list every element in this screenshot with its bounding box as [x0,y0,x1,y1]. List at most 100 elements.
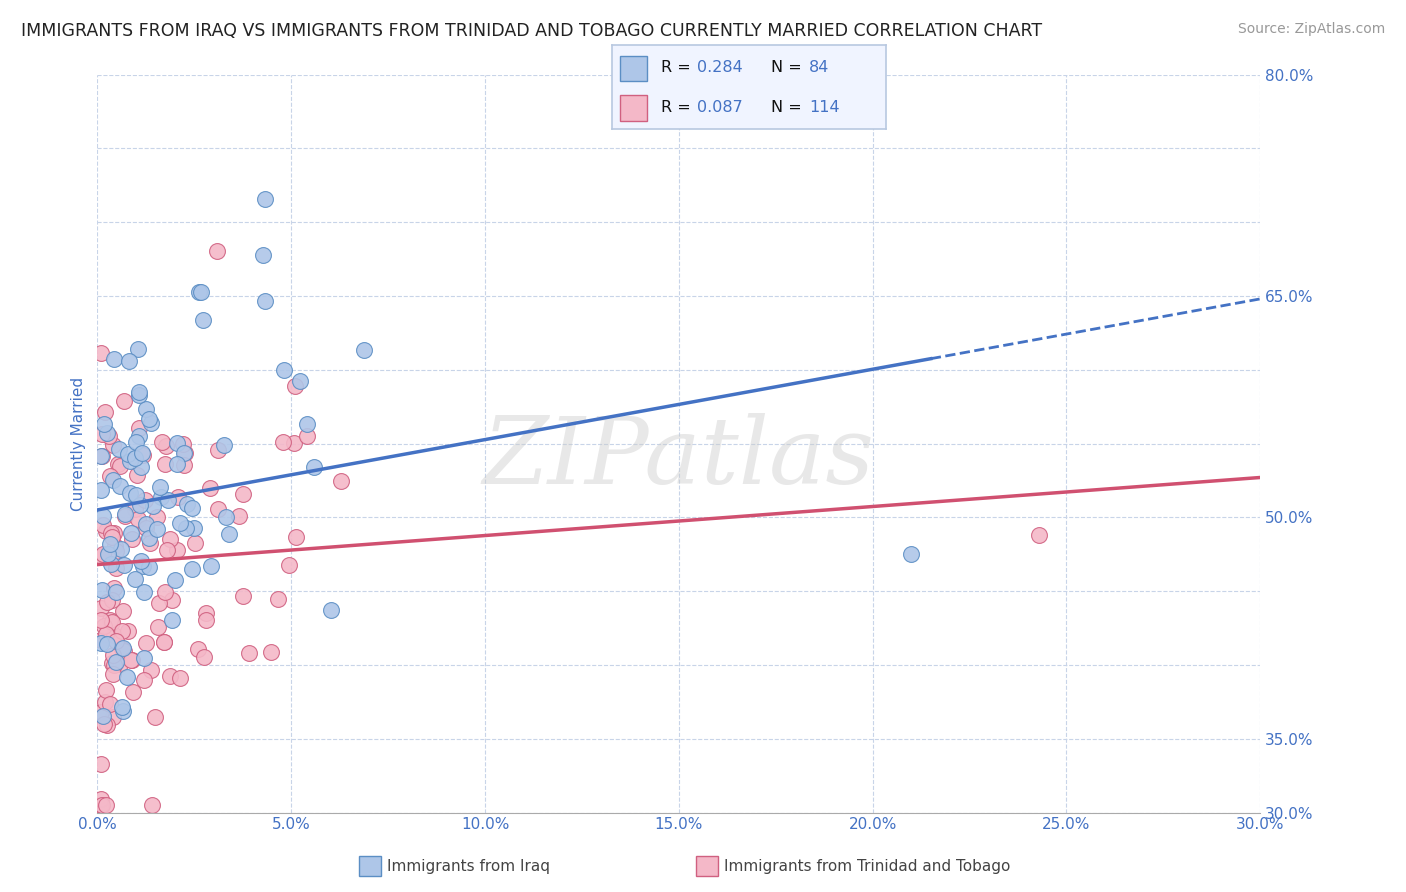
Point [188,285,211,300]
Y-axis label: Currently Married: Currently Married [72,376,86,510]
Text: N =: N = [770,100,807,115]
Point [304,460,326,475]
Point [101,530,124,544]
Point [124,450,146,465]
Point [173,458,195,472]
Point [93,417,115,432]
Text: 0.284: 0.284 [696,60,742,75]
Point [105,655,128,669]
Point [90,635,112,649]
Point [1028,528,1050,542]
Point [104,584,127,599]
Point [273,363,295,377]
Point [135,517,157,532]
Point [108,442,131,456]
Text: Source: ZipAtlas.com: Source: ZipAtlas.com [1237,22,1385,37]
Point [91,709,114,723]
Point [101,615,124,629]
Point [232,487,254,501]
Point [135,521,157,535]
Point [321,603,343,617]
Point [152,635,174,649]
Point [100,526,122,541]
Point [155,457,177,471]
Point [295,417,318,432]
Point [288,374,311,388]
Text: Immigrants from Trinidad and Tobago: Immigrants from Trinidad and Tobago [724,859,1011,873]
Point [132,585,155,599]
Point [128,388,150,402]
Text: 84: 84 [808,60,830,75]
Point [110,624,132,639]
Text: N =: N = [770,60,807,75]
Text: 0.087: 0.087 [696,100,742,115]
Point [160,614,183,628]
Point [200,481,222,495]
Point [138,412,160,426]
Point [114,393,136,408]
Point [98,537,121,551]
Point [166,458,188,472]
Point [112,704,135,718]
Point [121,533,143,547]
Point [93,618,115,632]
Text: ZIPatlas: ZIPatlas [482,413,875,503]
Point [100,656,122,670]
Point [155,439,177,453]
Text: R =: R = [661,60,696,75]
Text: R =: R = [661,100,696,115]
Point [207,502,229,516]
Point [103,539,125,553]
Point [93,547,115,561]
Point [131,446,153,460]
Point [90,450,112,464]
Point [148,596,170,610]
Point [101,592,124,607]
Point [112,641,135,656]
Point [127,512,149,526]
Point [124,572,146,586]
Point [145,521,167,535]
Point [183,521,205,535]
Point [97,428,120,442]
Point [90,549,112,563]
Point [90,756,112,771]
Point [117,624,139,638]
Point [111,700,134,714]
Point [91,427,114,442]
Point [125,468,148,483]
Point [150,435,173,450]
Point [278,558,301,572]
Point [98,613,121,627]
Point [900,547,922,561]
Point [90,450,112,464]
Point [259,645,281,659]
Point [200,559,222,574]
Point [91,518,114,533]
Point [91,583,114,598]
Point [108,479,131,493]
Point [159,669,181,683]
Point [284,379,307,393]
Point [176,497,198,511]
Point [110,542,132,557]
Point [166,542,188,557]
Text: Immigrants from Iraq: Immigrants from Iraq [387,859,550,873]
Point [173,446,195,460]
Point [232,589,254,603]
Point [124,501,146,516]
Point [125,488,148,502]
Point [134,650,156,665]
Point [190,285,212,299]
Point [90,798,112,813]
Point [90,791,112,805]
Point [96,595,118,609]
Point [124,434,146,449]
Point [169,516,191,531]
Point [114,507,136,521]
Point [98,698,121,712]
Point [96,683,118,698]
Point [90,483,112,497]
Point [139,535,162,549]
Point [174,520,197,534]
